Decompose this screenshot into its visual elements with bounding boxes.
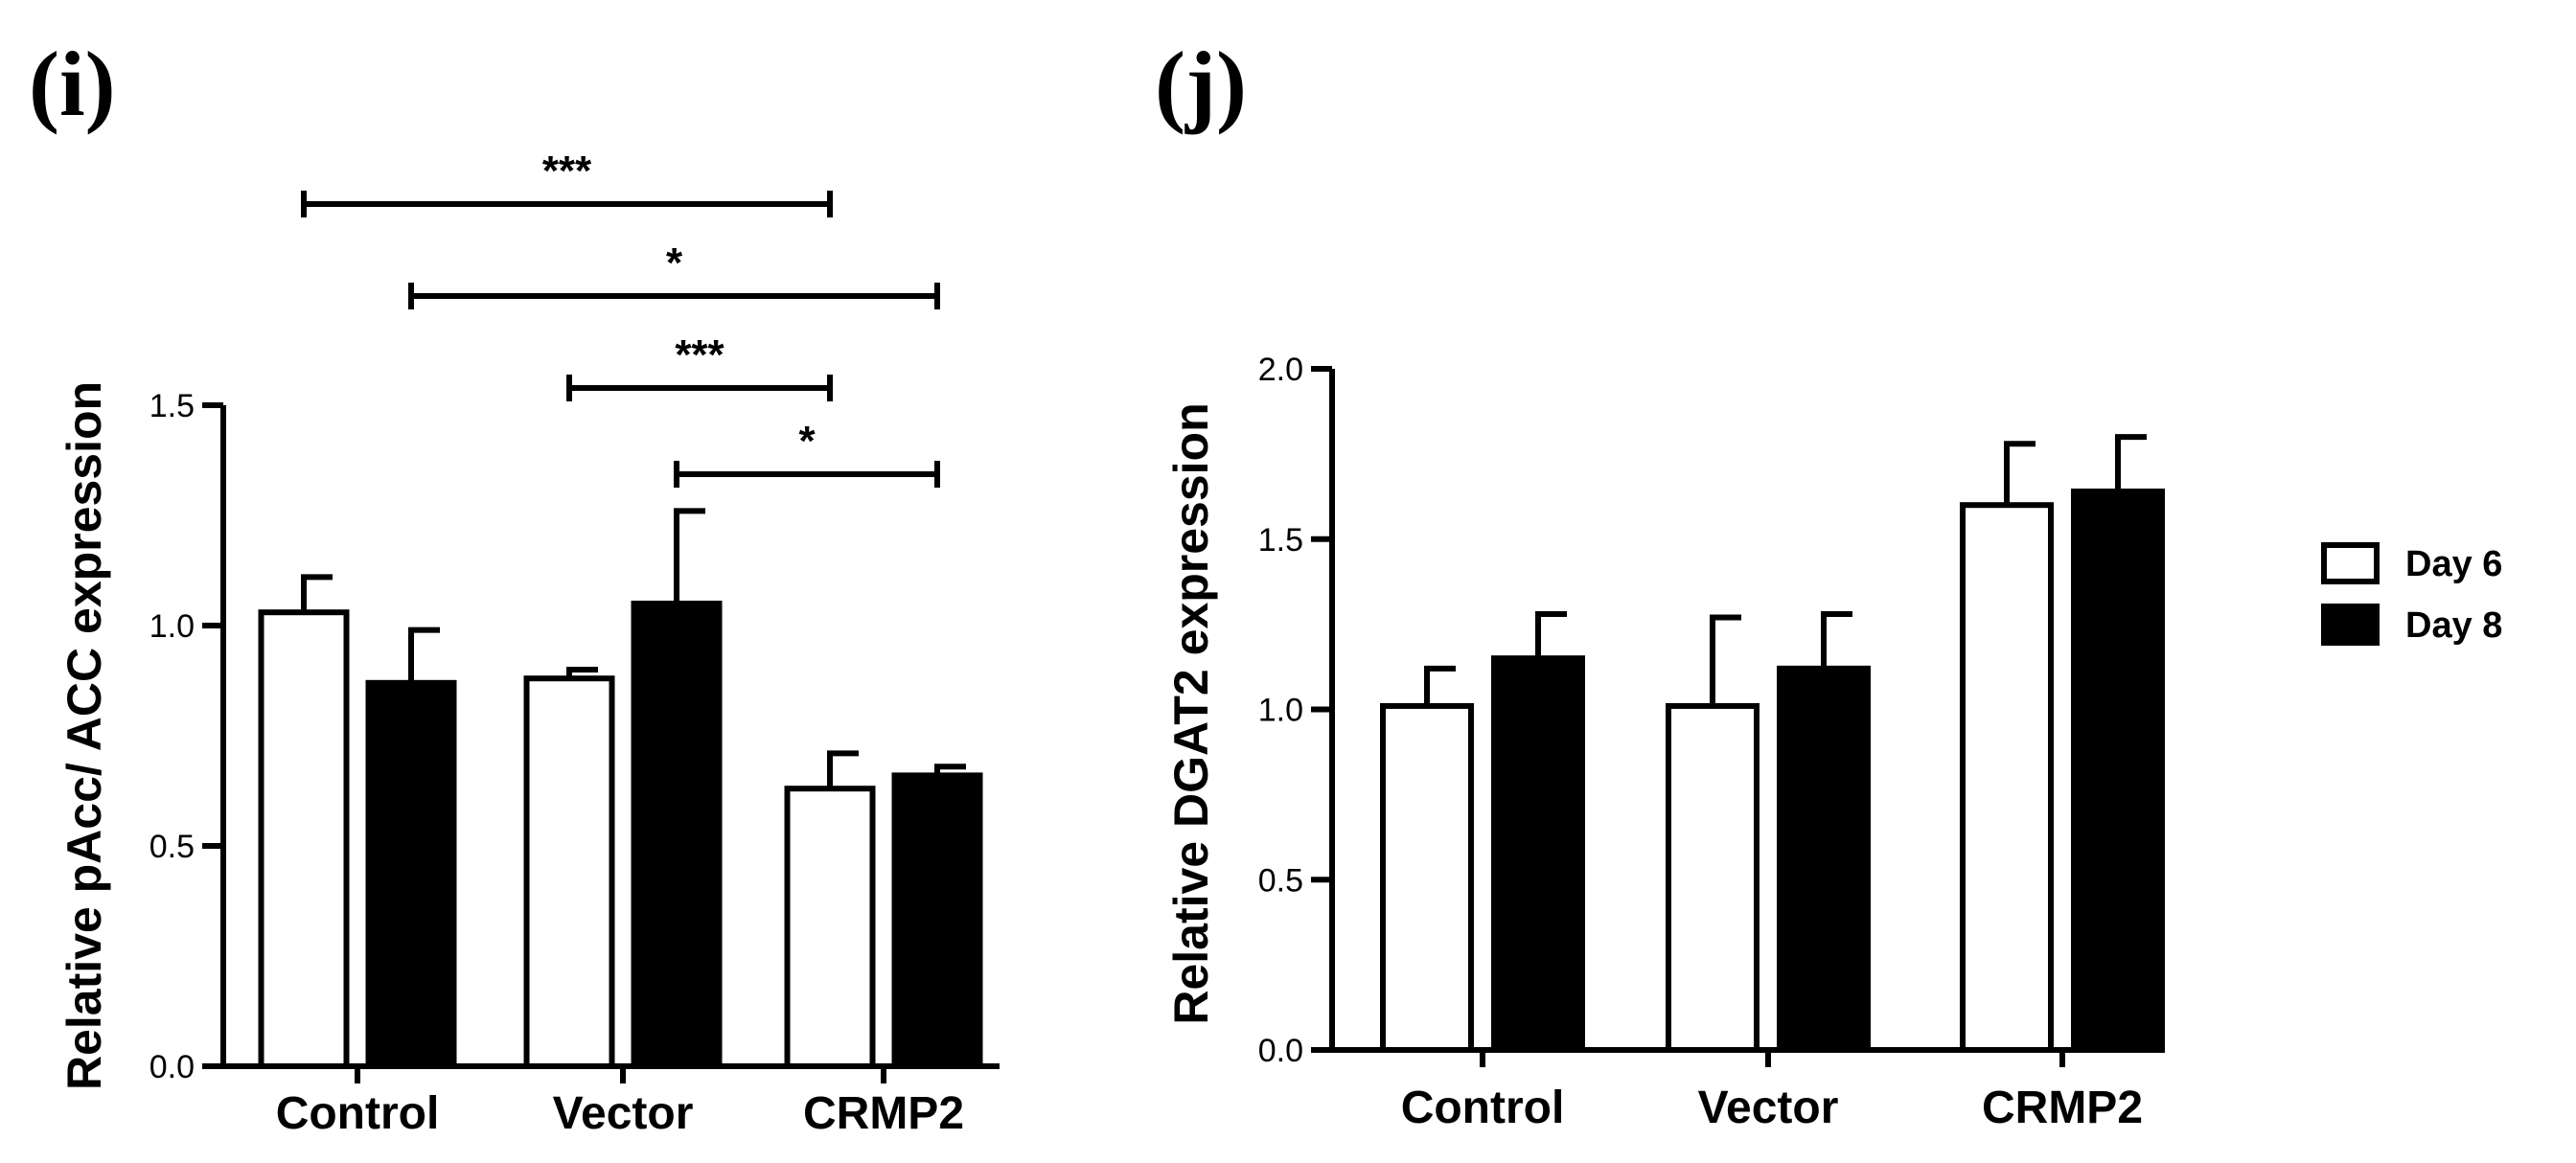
bar-day-6: [1380, 702, 1474, 1053]
significance-label: ***: [675, 331, 724, 378]
category-label: Control: [276, 1088, 440, 1139]
panel-label: (j): [1155, 33, 1247, 135]
y-tick-label: 1.5: [1258, 522, 1303, 559]
y-tick-label: 0.5: [150, 829, 195, 865]
y-tick-label: 0.0: [150, 1049, 195, 1085]
y-tick-label: 1.0: [150, 608, 195, 645]
y-tick-label: 0.0: [1258, 1033, 1303, 1069]
legend: Day 6 Day 8: [2321, 542, 2502, 646]
y-axis-title: Relative pAcc/ ACC expression: [58, 381, 111, 1090]
legend-swatch: [2321, 604, 2380, 646]
panel-i-chart: (i) Relative pAcc/ ACC expression 0.0 0.5 1.…: [29, 33, 1000, 1139]
category-label: CRMP2: [803, 1088, 964, 1139]
bar-day-8: [1491, 655, 1585, 1053]
category-label: Vector: [1698, 1083, 1839, 1133]
bar-day-6: [1960, 502, 2054, 1053]
y-axis-title: Relative DGAT2 expression: [1164, 402, 1218, 1024]
category-label: CRMP2: [1982, 1083, 2143, 1133]
y-tick-label: 2.0: [1258, 352, 1303, 388]
bar-day-8: [631, 601, 723, 1069]
legend-label: Day 8: [2405, 605, 2502, 646]
panel-j-chart: (j) Relative DGAT2 expression 0.0 0.5 1.0 1.5…: [1155, 33, 2165, 1133]
y-tick-label: 1.5: [150, 388, 195, 424]
significance-label: *: [666, 239, 683, 286]
significance-label: ***: [542, 148, 592, 194]
bar-day-6: [784, 786, 876, 1069]
bar-day-8: [891, 772, 983, 1070]
bar-day-6: [523, 675, 615, 1069]
panel-label: (i): [29, 33, 116, 135]
legend-swatch: [2321, 542, 2380, 584]
category-label: Vector: [553, 1088, 694, 1139]
y-tick-label: 1.0: [1258, 693, 1303, 729]
bar-day-8: [1777, 665, 1871, 1054]
category-label: Control: [1401, 1083, 1565, 1133]
bar-day-8: [2071, 488, 2165, 1053]
bar-day-6: [258, 609, 350, 1069]
legend-label: Day 6: [2405, 544, 2502, 584]
bar-day-8: [365, 679, 457, 1069]
significance-label: *: [798, 418, 816, 465]
y-tick-label: 0.5: [1258, 862, 1303, 899]
bar-day-6: [1666, 702, 1760, 1053]
